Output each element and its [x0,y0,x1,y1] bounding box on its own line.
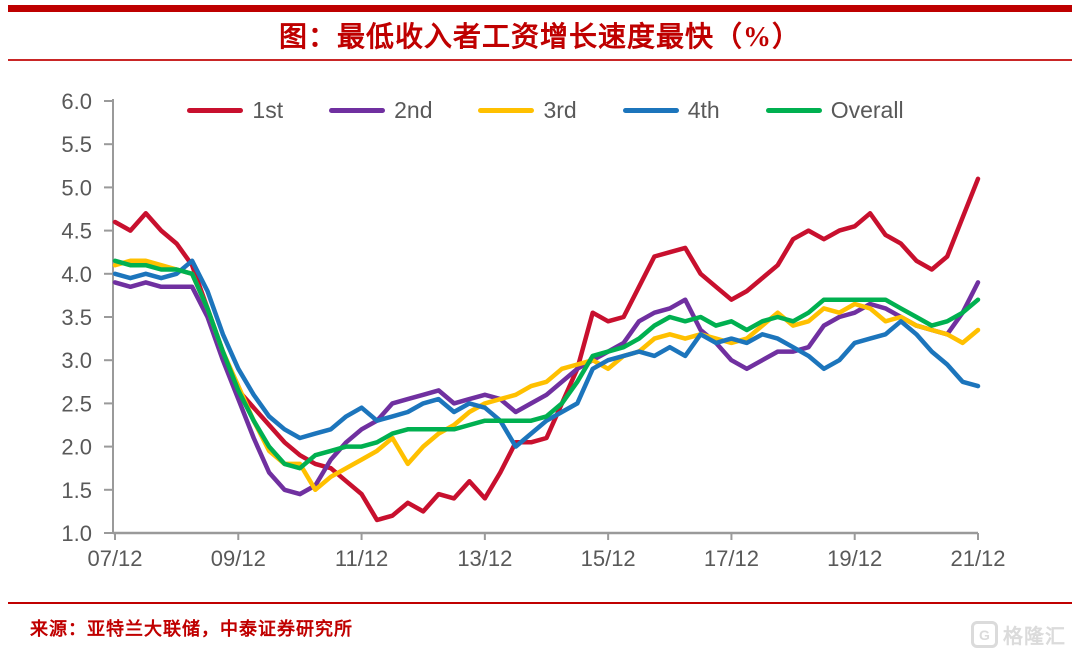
y-tick-label: 5.5 [61,132,92,157]
legend-line-swatch-2nd [329,108,386,113]
y-tick-label: 1.0 [61,521,92,546]
x-tick-label: 21/12 [950,546,1005,571]
y-tick-label: 5.0 [61,175,92,200]
y-tick-label: 4.0 [61,262,92,287]
watermark-text: 格隆汇 [1003,626,1066,648]
legend-item-overall: Overall [765,97,904,124]
legend-line-swatch-1st [187,108,244,113]
top-accent-bar [8,5,1072,12]
legend-item-2nd: 2nd [329,97,432,124]
y-tick-label: 2.5 [61,391,92,416]
x-tick-label: 15/12 [581,546,636,571]
y-tick-label: 4.5 [61,219,92,244]
footer-divider [8,602,1072,604]
legend-label: 1st [252,97,284,123]
x-tick-label: 19/12 [827,546,882,571]
y-tick-label: 1.5 [61,478,92,503]
legend-label: 2nd [394,97,433,123]
y-tick-label: 3.5 [61,305,92,330]
legend-item-4th: 4th [622,97,720,124]
legend-line-swatch-overall [765,108,822,113]
x-tick-label: 09/12 [211,546,266,571]
legend-line-swatch-3rd [478,108,535,113]
legend-item-1st: 1st [187,97,283,124]
title-divider [8,59,1072,61]
x-tick-label: 17/12 [704,546,759,571]
y-tick-label: 3.0 [61,348,92,373]
chart-legend: 1st 2nd 3rd 4th Overall [113,97,978,124]
legend-item-3rd: 3rd [478,97,577,124]
legend-line-swatch-4th [622,108,679,113]
series-line-2nd [112,280,981,497]
gelonghui-watermark: G 格隆汇 [971,620,1066,649]
gelonghui-logo-icon: G [971,621,998,648]
x-tick-label: 13/12 [457,546,512,571]
y-tick-label: 6.0 [61,89,92,114]
series-line-4th [112,258,981,449]
x-tick-label: 11/12 [335,546,388,571]
legend-label: 4th [687,97,720,123]
chart-title: 图：最低收入者工资增长速度最快（%） [278,22,801,53]
source-text: 来源：亚特兰大联储，中泰证券研究所 [30,619,353,639]
y-tick-label: 2.0 [61,435,92,460]
legend-label: 3rd [543,97,577,123]
series-line-1st [112,176,981,523]
series-line-overall [112,258,981,471]
x-tick-label: 07/12 [87,546,142,571]
legend-label: Overall [830,97,904,123]
